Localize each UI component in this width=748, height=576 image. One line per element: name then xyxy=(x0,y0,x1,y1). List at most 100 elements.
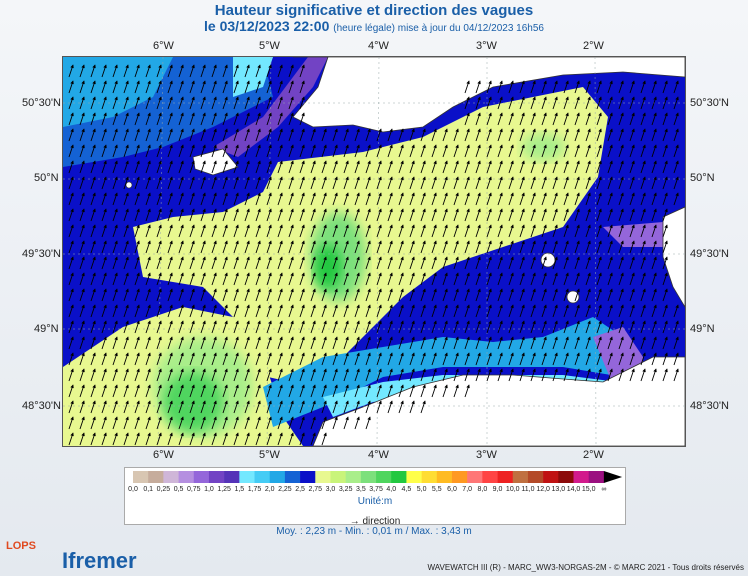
direction-arrow xyxy=(409,384,415,398)
direction-arrow xyxy=(156,336,162,350)
direction-arrow xyxy=(442,336,448,350)
direction-arrow xyxy=(431,128,437,142)
direction-arrow xyxy=(574,208,580,222)
direction-arrow xyxy=(354,176,360,190)
direction-arrow xyxy=(387,368,393,382)
direction-arrow xyxy=(475,240,481,254)
direction-arrow xyxy=(310,288,316,302)
direction-arrow xyxy=(288,160,294,174)
direction-arrow xyxy=(288,272,294,286)
direction-arrow xyxy=(167,96,173,110)
direction-arrow xyxy=(607,96,613,110)
direction-arrow xyxy=(354,224,360,238)
direction-arrow xyxy=(222,128,228,142)
direction-arrow xyxy=(596,256,602,270)
direction-arrow xyxy=(420,304,426,318)
direction-arrow xyxy=(211,368,217,382)
direction-arrow xyxy=(101,192,107,206)
direction-arrow xyxy=(189,304,195,318)
direction-arrow xyxy=(288,352,294,366)
direction-arrow xyxy=(134,368,140,382)
direction-arrow xyxy=(365,400,371,414)
direction-arrow xyxy=(574,304,580,318)
direction-arrow xyxy=(343,288,349,302)
direction-arrow xyxy=(453,384,459,398)
direction-arrow xyxy=(288,144,294,158)
direction-arrow xyxy=(200,384,206,398)
direction-arrow xyxy=(79,128,85,142)
direction-arrow xyxy=(255,352,261,366)
direction-arrow xyxy=(629,352,635,366)
direction-arrow xyxy=(244,96,250,110)
direction-arrow xyxy=(123,192,129,206)
direction-arrow xyxy=(519,160,525,174)
direction-arrow xyxy=(101,96,107,110)
direction-arrow xyxy=(442,368,448,382)
direction-arrow xyxy=(211,320,217,334)
direction-arrow xyxy=(101,240,107,254)
direction-arrow xyxy=(90,272,96,286)
direction-arrow xyxy=(387,384,393,398)
direction-arrow xyxy=(189,352,195,366)
direction-arrow xyxy=(200,192,206,206)
colorbar-swatch xyxy=(406,471,422,483)
direction-arrow xyxy=(310,304,316,318)
direction-arrow xyxy=(266,192,272,206)
direction-arrow xyxy=(244,352,250,366)
wave-height-map[interactable] xyxy=(62,56,686,447)
colorbar-label: 0,0 xyxy=(128,486,138,493)
direction-arrow xyxy=(266,320,272,334)
direction-arrow xyxy=(354,336,360,350)
direction-arrow xyxy=(420,400,426,414)
direction-arrow xyxy=(277,160,283,174)
direction-arrow xyxy=(200,288,206,302)
direction-arrow xyxy=(464,384,470,398)
direction-arrow xyxy=(376,176,382,190)
direction-arrow xyxy=(398,160,404,174)
direction-arrow xyxy=(431,208,437,222)
direction-arrow xyxy=(200,144,206,158)
direction-arrow xyxy=(222,240,228,254)
direction-arrow xyxy=(431,368,437,382)
direction-arrow xyxy=(189,96,195,110)
direction-arrow xyxy=(200,80,206,94)
direction-arrow xyxy=(662,80,668,94)
direction-arrow xyxy=(420,208,426,222)
direction-arrow xyxy=(464,272,470,286)
direction-arrow xyxy=(156,256,162,270)
direction-arrow xyxy=(321,240,327,254)
direction-arrow xyxy=(640,192,646,206)
direction-arrow xyxy=(442,176,448,190)
direction-arrow xyxy=(552,208,558,222)
direction-arrow xyxy=(255,384,261,398)
direction-arrow xyxy=(123,368,129,382)
direction-arrow xyxy=(266,208,272,222)
direction-arrow xyxy=(255,128,261,142)
direction-arrow xyxy=(134,272,140,286)
direction-arrow xyxy=(629,176,635,190)
direction-arrow xyxy=(651,304,657,318)
direction-arrow xyxy=(365,192,371,206)
direction-arrow xyxy=(145,336,151,350)
direction-arrow xyxy=(365,208,371,222)
direction-arrow xyxy=(541,144,547,158)
direction-arrow xyxy=(662,240,668,254)
direction-arrow xyxy=(101,160,107,174)
direction-arrow xyxy=(464,256,470,270)
direction-arrow xyxy=(420,384,426,398)
direction-arrow xyxy=(365,352,371,366)
direction-arrow xyxy=(178,160,184,174)
direction-arrow xyxy=(68,304,74,318)
direction-arrow xyxy=(123,320,129,334)
direction-arrow xyxy=(222,112,228,126)
direction-arrow xyxy=(453,256,459,270)
direction-arrow xyxy=(409,352,415,366)
direction-arrow xyxy=(167,320,173,334)
colorbar-label: 8,0 xyxy=(477,486,488,493)
direction-arrow xyxy=(640,336,646,350)
subtitle-date: le 03/12/2023 22:00 xyxy=(204,18,330,34)
direction-arrow xyxy=(464,192,470,206)
direction-arrow xyxy=(101,384,107,398)
direction-arrow xyxy=(244,368,250,382)
